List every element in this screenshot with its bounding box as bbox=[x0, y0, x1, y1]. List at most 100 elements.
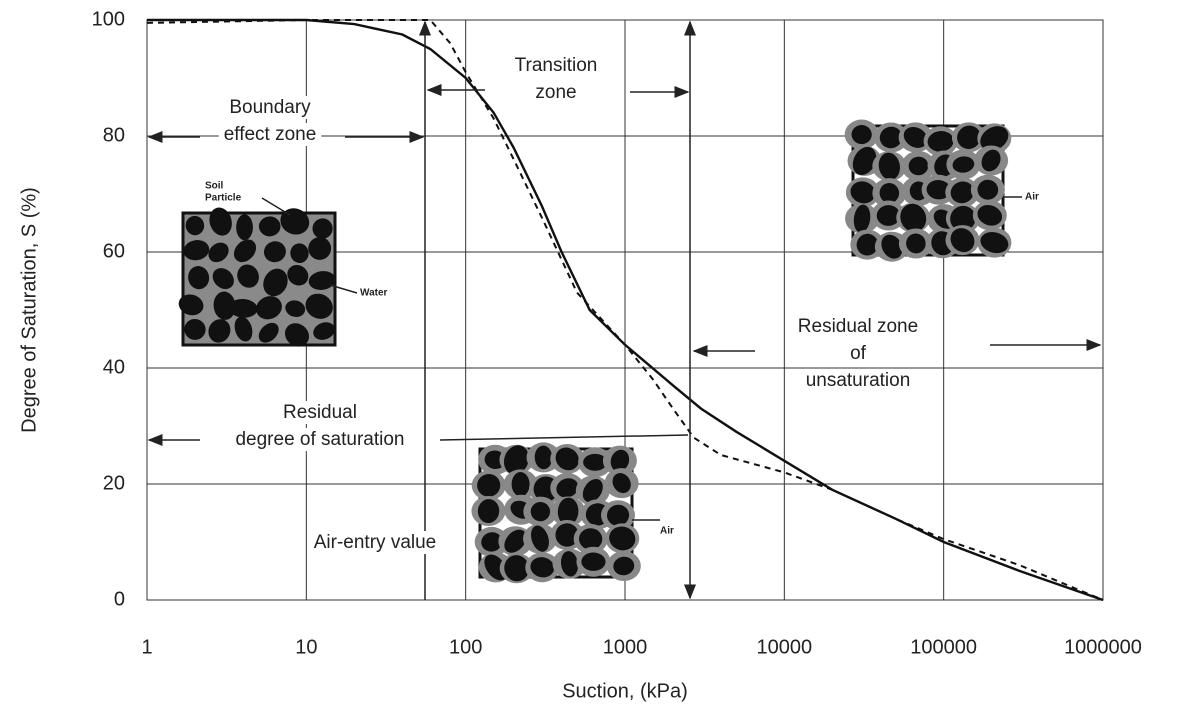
inset-particle bbox=[256, 296, 282, 320]
inset-particle bbox=[258, 216, 281, 237]
arrow bbox=[439, 434, 689, 441]
inset-particle bbox=[555, 447, 579, 471]
annotation-text: Residual zone bbox=[798, 316, 918, 337]
inset-particle bbox=[233, 239, 257, 263]
annotation-text: Soil bbox=[205, 181, 224, 192]
inset-particle bbox=[950, 181, 974, 204]
inset-particle bbox=[183, 240, 210, 261]
inset-particle bbox=[850, 181, 876, 204]
annotation-text: Air-entry value bbox=[314, 532, 437, 553]
inset-particle bbox=[312, 218, 333, 239]
inset-particle bbox=[906, 233, 926, 254]
annotation-text: Residual bbox=[283, 402, 357, 423]
inset-particle bbox=[556, 478, 579, 498]
inset-particle bbox=[879, 183, 900, 204]
y-tick-label: 0 bbox=[114, 588, 125, 610]
inset-particle bbox=[957, 125, 981, 149]
line-series bbox=[146, 19, 1104, 601]
inset-particle bbox=[258, 322, 279, 343]
inset-particle bbox=[606, 504, 630, 526]
annotation-bg bbox=[218, 123, 322, 147]
annotation-text: Transition bbox=[515, 55, 598, 76]
annotation-bg bbox=[278, 401, 362, 425]
annotations: Boundary effect zone Transition zone Residua… bbox=[205, 54, 1039, 555]
inset-particle bbox=[287, 264, 309, 286]
inset-particle bbox=[228, 298, 258, 318]
y-tick-label: 60 bbox=[103, 240, 125, 262]
y-tick-label: 100 bbox=[92, 8, 125, 30]
inset-particle bbox=[290, 243, 309, 263]
x-tick-label: 10000 bbox=[757, 636, 813, 658]
annotation-bg bbox=[224, 96, 317, 120]
inset-particle bbox=[285, 300, 306, 317]
annotation-bg bbox=[530, 81, 582, 105]
inset-particle bbox=[530, 501, 551, 522]
y-axis-label: Degree of Saturation, S (%) bbox=[18, 187, 40, 433]
x-tick-label: 10 bbox=[295, 636, 317, 658]
inset-particle bbox=[212, 268, 234, 290]
y-tick-label: 40 bbox=[103, 356, 125, 378]
annotation-bg bbox=[792, 315, 924, 339]
x-axis-label: Suction, (kPa) bbox=[562, 680, 688, 702]
inset-particle bbox=[876, 205, 901, 226]
inset-particle bbox=[305, 293, 333, 319]
inset-particle bbox=[534, 445, 553, 470]
inset-particle bbox=[504, 529, 527, 553]
pointer bbox=[261, 197, 291, 216]
inset-particle bbox=[477, 474, 501, 497]
inset-particle bbox=[481, 532, 503, 552]
inset-particle bbox=[977, 179, 999, 200]
inset-particle bbox=[853, 204, 871, 233]
x-tick-label: 1000 bbox=[603, 636, 648, 658]
annotation-text: Air bbox=[1025, 192, 1039, 203]
inset-particle bbox=[213, 291, 236, 320]
inset-particle bbox=[209, 207, 232, 236]
inset-particle bbox=[582, 479, 603, 503]
inset-particle bbox=[851, 125, 872, 145]
inset-particle bbox=[900, 203, 927, 232]
annotation-text: zone bbox=[535, 82, 576, 103]
inset-particle bbox=[530, 557, 555, 578]
annotation-text: Air bbox=[660, 526, 674, 537]
inset-particle bbox=[284, 323, 310, 347]
inset-particle bbox=[184, 318, 206, 340]
inset-particle bbox=[926, 180, 951, 200]
inset-particle bbox=[879, 126, 903, 149]
inset-particle bbox=[977, 204, 1003, 226]
inset-particle bbox=[208, 319, 231, 343]
x-tick-label: 1 bbox=[141, 636, 152, 658]
inset-particle bbox=[610, 449, 630, 472]
annotation-bg bbox=[800, 369, 916, 393]
inset-particle bbox=[511, 472, 530, 497]
inset-particle bbox=[578, 528, 603, 550]
inset-particle bbox=[852, 146, 877, 176]
inset-particle bbox=[878, 152, 900, 180]
inset-particle bbox=[980, 232, 1009, 254]
inset-particle bbox=[280, 208, 310, 235]
inset-particle bbox=[908, 156, 929, 176]
y-tick-label: 20 bbox=[103, 472, 125, 494]
inset-particle bbox=[185, 215, 205, 236]
pointer bbox=[329, 284, 358, 294]
inset-particle bbox=[609, 526, 636, 551]
inset-particle bbox=[263, 268, 288, 297]
x-tick-label: 100000 bbox=[910, 636, 977, 658]
annotation-bg bbox=[845, 342, 872, 366]
inset-particle bbox=[856, 233, 879, 256]
inset-particle bbox=[555, 523, 579, 547]
inset-particle bbox=[503, 445, 529, 475]
annotation-text: Water bbox=[360, 288, 388, 299]
inset-particle bbox=[208, 242, 229, 263]
inset-particle bbox=[613, 556, 635, 576]
annotation-bg bbox=[308, 531, 442, 555]
inset-particle bbox=[581, 552, 606, 571]
annotation-bg bbox=[230, 428, 410, 452]
insets bbox=[178, 119, 1012, 584]
inset-particle bbox=[531, 525, 549, 552]
inset-particle bbox=[612, 473, 631, 494]
annotation-text: of bbox=[850, 343, 867, 364]
inset-particle bbox=[234, 316, 253, 342]
inset-particle bbox=[263, 241, 286, 263]
inset-particle bbox=[980, 126, 1009, 151]
